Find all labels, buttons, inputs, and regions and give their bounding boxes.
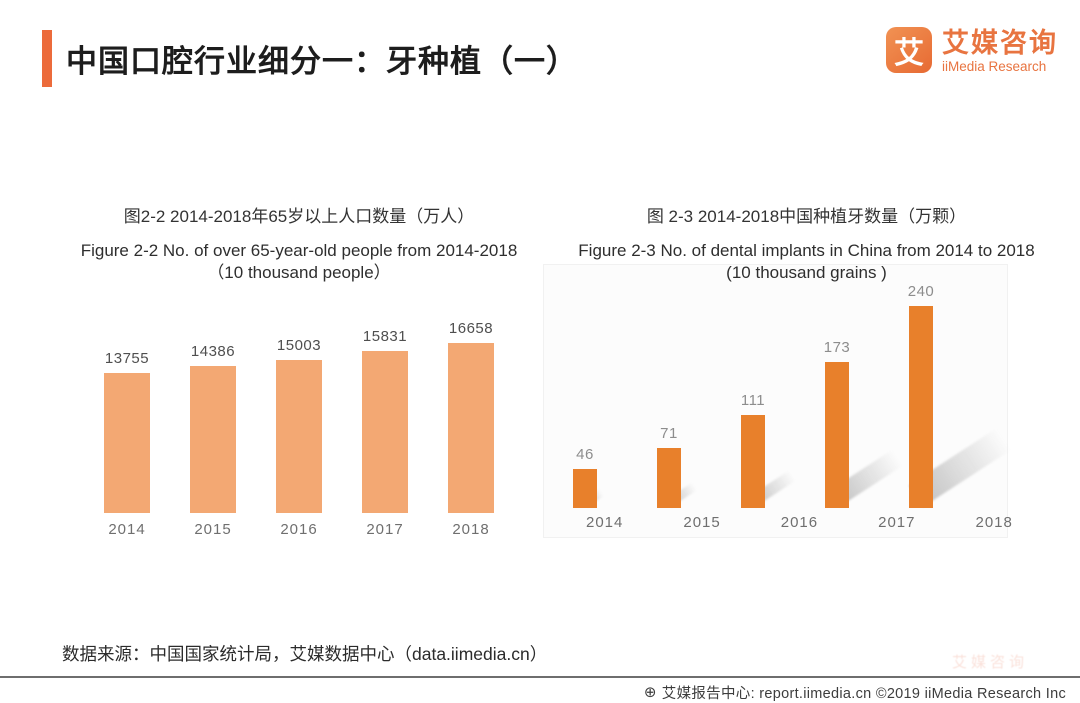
page-title: 中国口腔行业细分一：牙种植（一） — [66, 44, 578, 79]
bar-column-2015: 71 — [657, 425, 698, 508]
bar-column-2018: 240 — [907, 283, 1012, 508]
bar — [448, 343, 494, 513]
bar — [190, 366, 236, 513]
chart-title-en-line2: (10 thousand grains ) — [726, 263, 887, 283]
logo-name-en: iiMedia Research — [942, 59, 1047, 75]
x-axis: 2014 2015 2016 2017 2018 — [573, 514, 1012, 531]
iimedia-logo-text: 艾媒咨询 iiMedia Research — [942, 27, 1058, 75]
chart-dental-implants: 图 2-3 2014-2018中国种植牙数量（万颗） Figure 2-3 No… — [543, 196, 1070, 561]
bar-value-label: 46 — [576, 446, 594, 464]
chart-title-en-line1: Figure 2-2 No. of over 65-year-old peopl… — [80, 241, 518, 260]
bar — [362, 351, 408, 513]
bar — [573, 469, 597, 508]
x-axis-label: 2016 — [280, 521, 318, 538]
x-axis-label: 2015 — [194, 521, 232, 538]
bar-column-2014: 13755 — [104, 350, 150, 513]
bar-value-label: 14386 — [190, 343, 236, 361]
bar — [104, 372, 150, 513]
bar-value-label: 240 — [907, 283, 935, 300]
chart-title-zh: 图 2-3 2014-2018中国种植牙数量（万颗） — [646, 207, 967, 226]
chart-title-zh: 图2-2 2014-2018年65岁以上人口数量（万人） — [123, 207, 475, 226]
footer: ⊕ 艾媒报告中心: report.iimedia.cn ©2019 iiMedi… — [644, 682, 1066, 703]
bar — [741, 414, 765, 508]
bar-column-2014: 46 — [573, 446, 604, 508]
logo-name-zh: 艾媒咨询 — [942, 28, 1058, 58]
bar-column-2016: 15003 — [276, 337, 322, 513]
globe-icon: ⊕ — [643, 684, 657, 701]
x-axis-label: 2018 — [975, 514, 1013, 531]
x-axis-label: 2018 — [452, 521, 490, 538]
bar-value-label: 15003 — [276, 336, 322, 354]
x-axis-label: 2017 — [366, 521, 404, 538]
bar-column-2015: 14386 — [190, 343, 236, 513]
bar-column-2017: 173 — [823, 339, 903, 508]
chart-population-over-65: 图2-2 2014-2018年65岁以上人口数量（万人） Figure 2-2 … — [58, 196, 540, 561]
bar-value-label: 173 — [823, 339, 851, 357]
bar-plot: 46 71 111 173 240 — [573, 278, 1012, 508]
x-axis-label: 2014 — [586, 514, 624, 531]
bar-column-2016: 111 — [740, 391, 796, 508]
footer-text: 艾媒报告中心: report.iimedia.cn ©2019 iiMedia … — [661, 686, 1066, 702]
x-axis-label: 2015 — [683, 514, 721, 531]
bar-plot: 13755 14386 15003 15831 16658 — [58, 317, 540, 513]
chart-title-en: Figure 2-2 No. of over 65-year-old peopl… — [58, 240, 540, 284]
bar-column-2018: 16658 — [448, 320, 494, 513]
bar-column-2017: 15831 — [362, 328, 408, 513]
chart-title-en: Figure 2-3 No. of dental implants in Chi… — [543, 240, 1070, 284]
bar — [825, 362, 849, 508]
footer-divider — [0, 676, 1080, 678]
bar-value-label: 111 — [740, 391, 766, 409]
chart-title-en-line2: （10 thousand people） — [207, 263, 391, 283]
x-axis-label: 2014 — [108, 521, 146, 538]
data-source-note: 数据来源：中国国家统计局，艾媒数据中心（data.iimedia.cn） — [62, 644, 548, 664]
bar-value-label: 16658 — [448, 320, 494, 337]
watermark: 艾媒咨询 — [952, 654, 1029, 671]
bar — [909, 306, 933, 508]
bar — [657, 448, 681, 508]
x-axis-label: 2017 — [878, 514, 916, 531]
x-axis: 2014 2015 2016 2017 2018 — [58, 521, 540, 538]
bar-value-label: 13755 — [104, 349, 150, 367]
iimedia-logo: 艾 艾媒咨询 iiMedia Research — [886, 27, 1058, 75]
bar-value-label: 71 — [660, 425, 678, 443]
x-axis-label: 2016 — [780, 514, 819, 531]
title-accent-bar — [42, 30, 52, 87]
bar-value-label: 15831 — [362, 328, 408, 346]
chart-title-en-line1: Figure 2-3 No. of dental implants in Chi… — [578, 241, 1035, 260]
iimedia-logo-icon: 艾 — [886, 27, 932, 73]
bar — [276, 359, 322, 513]
